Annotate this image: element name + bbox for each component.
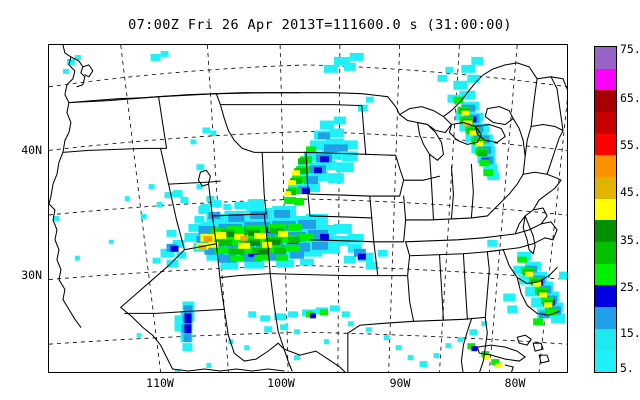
echo-upper-midwest xyxy=(284,52,374,206)
colorbar-swatch-75 xyxy=(595,47,616,69)
colorbar-swatch-45 xyxy=(595,177,616,199)
map-plot-area[interactable] xyxy=(48,44,568,373)
colorbar-swatch-5 xyxy=(595,350,616,373)
colorbar-swatch-35 xyxy=(595,220,616,243)
colorbar-tick-45: 45. xyxy=(620,185,640,199)
colorbar-swatch-50 xyxy=(595,155,616,178)
echo-gulf-coast-yellow xyxy=(483,355,503,369)
colorbar-tick-75: 75. xyxy=(620,42,640,56)
colorbar-swatch-20 xyxy=(595,285,616,308)
colorbar-tick-55: 55. xyxy=(620,138,640,152)
lat-label-40n: 40N xyxy=(21,143,42,157)
plot-title: 07:00Z Fri 26 Apr 2013T=111600.0 s (31:0… xyxy=(0,17,640,33)
echo-gulf-coast xyxy=(136,305,488,372)
colorbar-tick-65: 65. xyxy=(620,91,640,105)
colorbar-tick-5: 5. xyxy=(620,361,634,375)
colorbar-swatch-60 xyxy=(595,112,616,134)
echo-southern-plains xyxy=(152,199,388,270)
lon-label-110w: 110W xyxy=(146,376,174,390)
colorbar-tick-15: 15. xyxy=(620,326,640,340)
colorbar-swatch-55 xyxy=(595,133,616,156)
colorbar-swatch-25 xyxy=(595,263,616,286)
radar-reflectivity-map xyxy=(49,45,567,372)
title-model-time: T=111600.0 s (31:00:00) xyxy=(315,17,512,33)
reflectivity-colorbar[interactable] xyxy=(594,46,617,373)
lon-label-100w: 100W xyxy=(267,376,295,390)
colorbar-swatch-70 xyxy=(595,68,616,91)
title-timestamp: 07:00Z Fri 26 Apr 2013 xyxy=(128,17,316,33)
lon-label-90w: 90W xyxy=(389,376,411,390)
echo-northeast xyxy=(437,56,500,181)
echo-carolinas xyxy=(487,239,567,326)
echo-northwest xyxy=(62,54,81,74)
lat-label-30n: 30N xyxy=(21,268,42,282)
colorbar-tick-35: 35. xyxy=(620,233,640,247)
colorbar-swatch-40 xyxy=(595,198,616,221)
echo-west-texas xyxy=(174,301,195,352)
echo-gulf-coast-green xyxy=(306,309,500,366)
colorbar-swatch-15 xyxy=(595,307,616,329)
lon-label-80w: 80W xyxy=(504,376,526,390)
colorbar-tick-25: 25. xyxy=(620,280,640,294)
colorbar-swatch-10 xyxy=(595,328,616,351)
colorbar-swatch-30 xyxy=(595,242,616,264)
map-outlines xyxy=(49,45,567,372)
echo-gulf-coast-blue xyxy=(309,313,478,352)
colorbar-swatch-65 xyxy=(595,90,616,113)
lat-lon-graticule xyxy=(49,45,567,372)
